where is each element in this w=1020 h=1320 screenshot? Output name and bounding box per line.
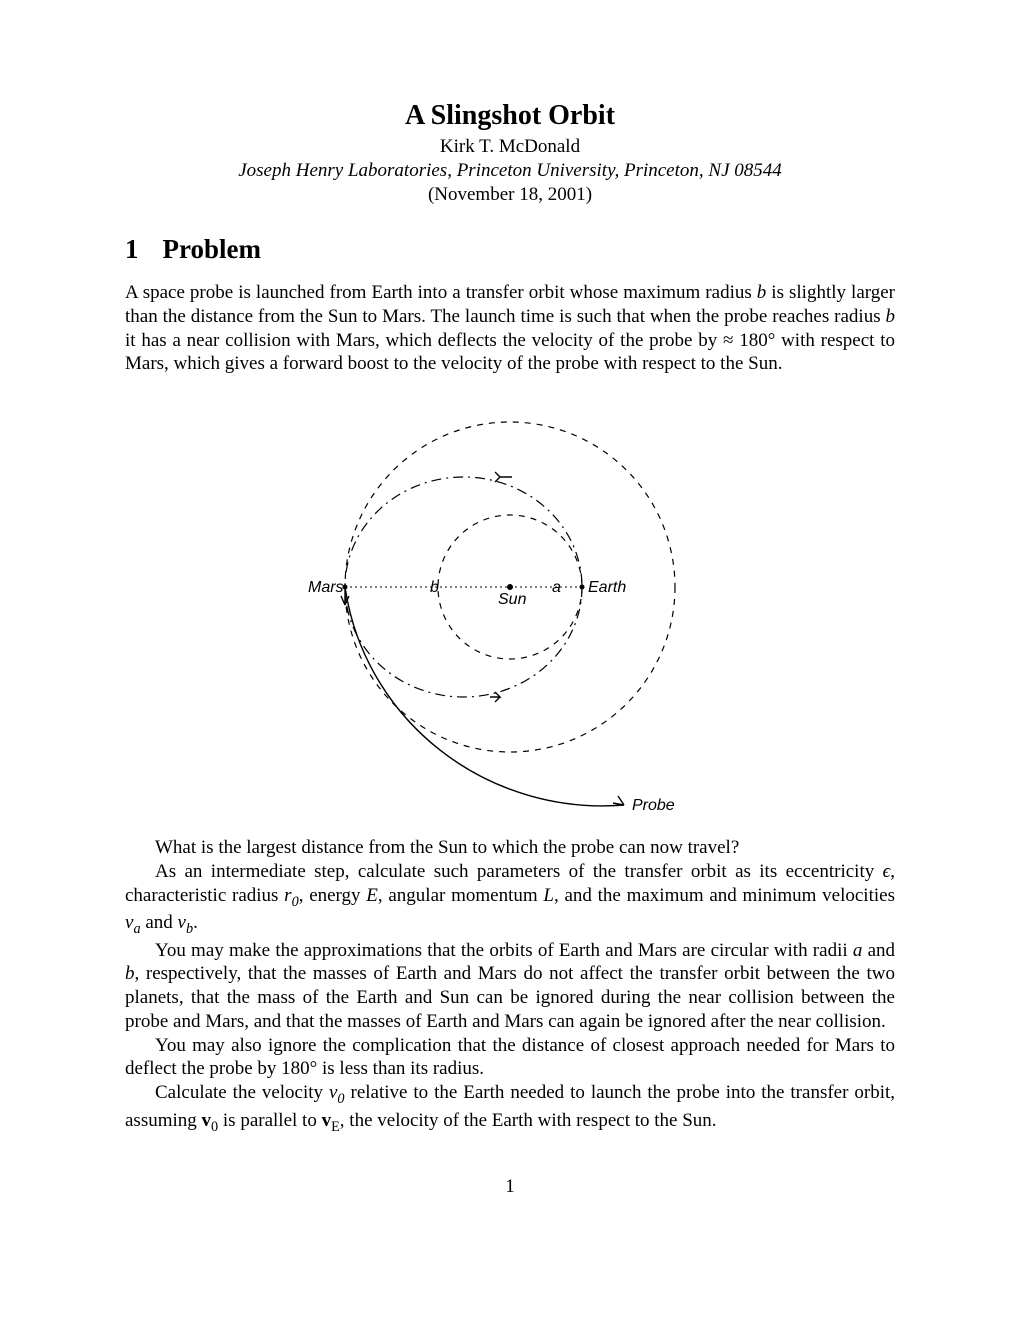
text: and <box>141 912 178 933</box>
paragraph-6: Calculate the velocity v0 relative to th… <box>125 1081 895 1136</box>
svg-text:Probe: Probe <box>632 797 675 814</box>
text: , energy <box>299 885 367 906</box>
text: , and the maximum and minimum velocities <box>554 885 895 906</box>
var-v0: v0 <box>329 1082 345 1103</box>
paragraph-3: As an intermediate step, calculate such … <box>125 860 895 939</box>
vec-v0: v <box>202 1110 212 1131</box>
paragraph-2: What is the largest distance from the Su… <box>125 836 895 860</box>
paper-date: (November 18, 2001) <box>125 184 895 206</box>
text: is parallel to <box>218 1110 321 1131</box>
var-r0: r0 <box>284 885 299 906</box>
paragraph-4: You may make the approximations that the… <box>125 939 895 1034</box>
section-number: 1 <box>125 234 139 264</box>
text: As an intermediate step, calculate such … <box>155 861 883 882</box>
page-container: A Slingshot Orbit Kirk T. McDonald Josep… <box>125 0 895 1258</box>
svg-text:b: b <box>430 579 439 596</box>
orbit-figure: Sun Earth Mars a b Probe <box>240 392 780 822</box>
text: . <box>193 912 198 933</box>
svg-text:Mars: Mars <box>308 579 344 596</box>
var-L: L <box>543 885 554 906</box>
text: What is the largest distance from the Su… <box>155 837 739 858</box>
text: Calculate the velocity <box>155 1082 329 1103</box>
svg-text:Sun: Sun <box>498 591 527 608</box>
text: and <box>862 940 895 961</box>
var-b: b <box>125 963 135 984</box>
text: , the velocity of the Earth with respect… <box>340 1110 717 1131</box>
var-b: b <box>886 306 896 327</box>
section-title: Problem <box>163 234 261 264</box>
svg-text:Earth: Earth <box>588 579 626 596</box>
text: , respectively, that the masses of Earth… <box>125 963 895 1032</box>
page-number: 1 <box>125 1176 895 1198</box>
var-vb: vb <box>178 912 194 933</box>
paragraph-1: A space probe is launched from Earth int… <box>125 281 895 376</box>
var-a: a <box>853 940 863 961</box>
var-va: va <box>125 912 141 933</box>
paper-title: A Slingshot Orbit <box>125 100 895 132</box>
paper-affiliation: Joseph Henry Laboratories, Princeton Uni… <box>125 160 895 182</box>
text: , angular momentum <box>378 885 544 906</box>
text: You may make the approximations that the… <box>155 940 853 961</box>
section-header: 1 Problem <box>125 234 895 265</box>
text: it has a near collision with Mars, which… <box>125 330 895 375</box>
var-b: b <box>757 282 767 303</box>
paragraph-5: You may also ignore the complication tha… <box>125 1034 895 1082</box>
svg-text:a: a <box>552 579 561 596</box>
paper-author: Kirk T. McDonald <box>125 136 895 158</box>
text: A space probe is launched from Earth int… <box>125 282 757 303</box>
text: You may also ignore the complication tha… <box>125 1035 895 1080</box>
vec-vE: v <box>322 1110 332 1131</box>
var-E: E <box>366 885 378 906</box>
